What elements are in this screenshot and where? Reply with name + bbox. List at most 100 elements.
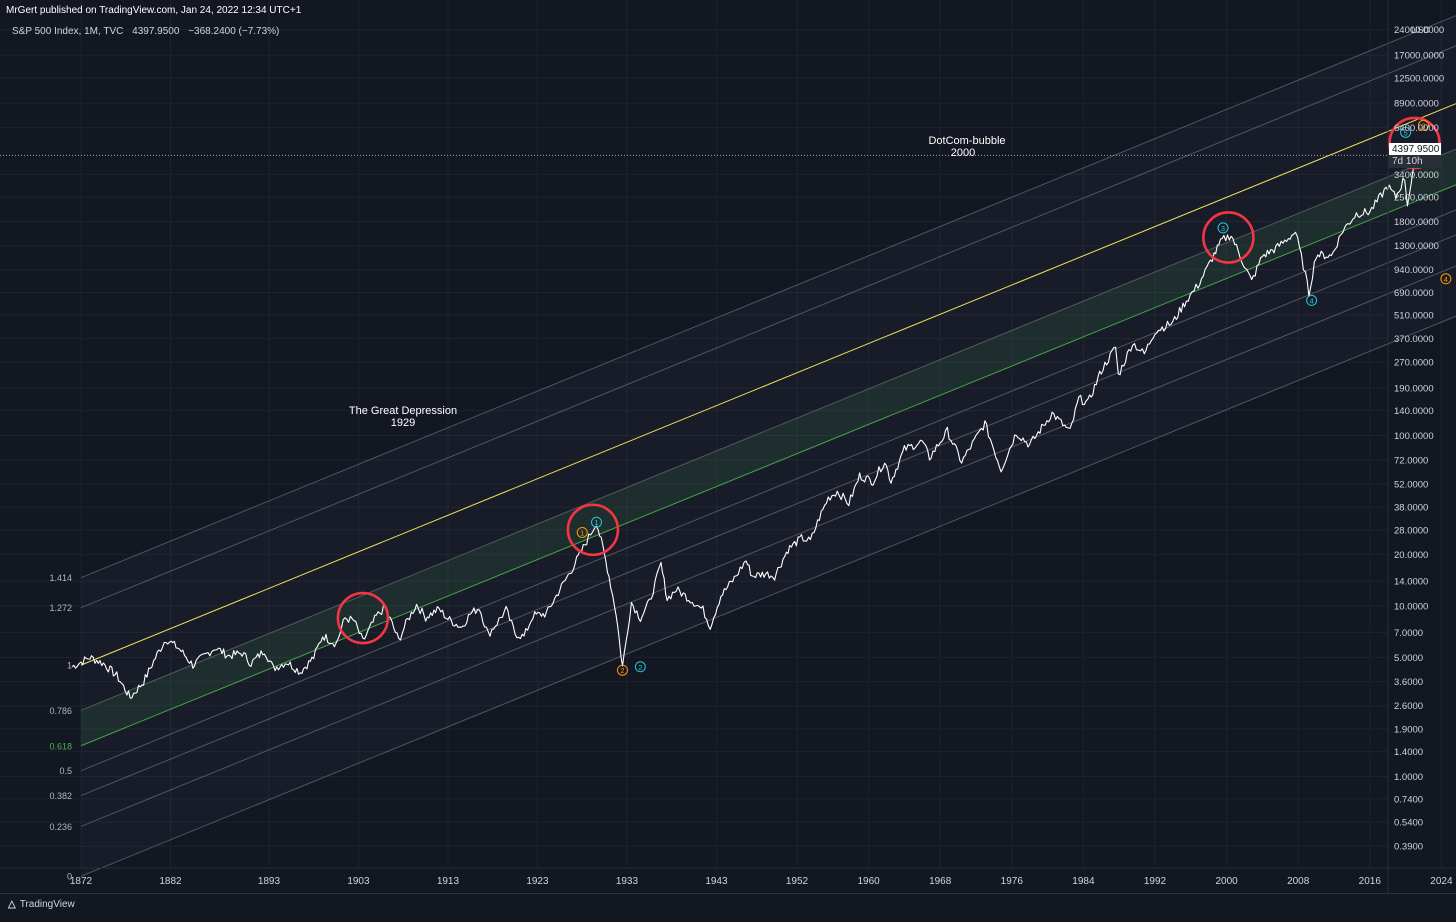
- wave-label-text: 3: [1421, 121, 1425, 130]
- wave-label-circle: [1418, 119, 1429, 131]
- y-tick-label: 38.0000: [1394, 503, 1428, 514]
- wave-label-text: 5: [1404, 128, 1408, 137]
- y-tick-label: 3.6000: [1394, 677, 1423, 688]
- y-tick-label: 20.0000: [1394, 550, 1428, 561]
- wave-label-text: 3: [1221, 224, 1225, 233]
- y-tick-label: 3400.0000: [1394, 170, 1439, 181]
- wave-label-circle: [634, 661, 646, 673]
- bar-countdown-tag: 7d 10h: [1389, 155, 1441, 168]
- annotation-year: 2000: [951, 147, 975, 159]
- y-tick-label: 140.0000: [1394, 406, 1434, 417]
- x-tick-label: 1968: [929, 876, 952, 887]
- y-tick-label: 12500.0000: [1394, 73, 1444, 84]
- x-tick-label: 1943: [705, 876, 728, 887]
- y-tick-label: 24000.0000: [1394, 25, 1444, 36]
- fib-level-label: 1: [67, 661, 72, 671]
- y-tick-label: 14.0000: [1394, 577, 1428, 588]
- fib-level-line: [80, 45, 1456, 609]
- x-tick-label: 1882: [159, 876, 182, 887]
- wave-label-circle: [576, 526, 588, 538]
- y-tick-label: 1300.0000: [1394, 241, 1439, 252]
- tradingview-logo[interactable]: △ TradingView: [8, 899, 75, 910]
- fib-channel-fill: [81, 15, 1456, 877]
- symbol-name: S&P 500 Index, 1M, TVC: [12, 26, 124, 37]
- price-series-line: [71, 151, 1425, 699]
- y-tick-label: 1.0000: [1394, 772, 1423, 783]
- fib-level-label: 0.786: [49, 706, 72, 716]
- fib-level-label: 0.618: [49, 741, 72, 751]
- x-tick-label: 1992: [1144, 876, 1167, 887]
- y-tick-label: 690.0000: [1394, 288, 1434, 299]
- y-tick-label: 270.0000: [1394, 357, 1434, 368]
- wave-label-circle: [616, 664, 628, 676]
- y-tick-label: 1800.0000: [1394, 217, 1439, 228]
- fib-level-label: 1.272: [49, 603, 72, 613]
- x-tick-label: 1872: [70, 876, 93, 887]
- wave-label-text: 1: [580, 528, 584, 537]
- y-tick-label: 0.5400: [1394, 818, 1423, 829]
- fib-level-line: [80, 234, 1456, 797]
- fib-level-line: [80, 15, 1456, 579]
- price-change: −368.2400 (−7.73%): [188, 26, 280, 37]
- annotation-year: 1929: [391, 417, 415, 429]
- y-tick-label: 100.0000: [1394, 431, 1434, 442]
- highlight-circle: [336, 591, 390, 645]
- x-tick-label: 1893: [258, 876, 281, 887]
- fib-level-line: [80, 184, 1456, 747]
- y-tick-label: 370.0000: [1394, 334, 1434, 345]
- fib-level-line: [80, 265, 1456, 827]
- y-tick-label: 1.4000: [1394, 747, 1423, 758]
- wave-label-text: 4: [1310, 296, 1314, 305]
- y-tick-label: 28.0000: [1394, 525, 1428, 536]
- fib-level-label: 1.414: [49, 573, 72, 583]
- wave-label-circle: [591, 516, 603, 528]
- fib-level-line: [80, 103, 1456, 666]
- fib-level-line: [80, 315, 1456, 877]
- last-price-tag: 4397.9500: [1389, 143, 1441, 156]
- y-tick-label: 72.0000: [1394, 455, 1428, 466]
- x-tick-label: 1913: [437, 876, 460, 887]
- x-tick-label: 1976: [1001, 876, 1024, 887]
- x-tick-label: 1923: [526, 876, 549, 887]
- footer-bar: △ TradingView: [0, 893, 1456, 918]
- last-price: 4397.9500: [132, 26, 180, 37]
- y-tick-label: 8900.0000: [1394, 99, 1439, 110]
- x-tick-label: 1903: [347, 876, 370, 887]
- currency-label: USD: [1411, 25, 1431, 35]
- symbol-header: S&P 500 Index, 1M, TVC 4397.9500 −368.24…: [12, 26, 285, 37]
- y-tick-label: 2.6000: [1394, 701, 1423, 712]
- y-tick-label: 17000.0000: [1394, 51, 1444, 62]
- published-header: MrGert published on TradingView.com, Jan…: [6, 5, 302, 16]
- y-tick-label: 2500.0000: [1394, 193, 1439, 204]
- y-tick-label: 10.0000: [1394, 602, 1428, 613]
- wave-label-circle: [1440, 273, 1452, 285]
- fib-level-label: 0: [67, 872, 72, 882]
- y-tick-label: 7.0000: [1394, 628, 1423, 639]
- y-tick-label: 0.7400: [1394, 794, 1423, 805]
- highlight-circle: [1202, 211, 1255, 264]
- x-tick-label: 2024: [1430, 876, 1453, 887]
- x-tick-label: 1984: [1072, 876, 1095, 887]
- fib-level-label: 0.236: [49, 822, 72, 832]
- x-tick-label: 2008: [1287, 876, 1310, 887]
- wave-label-text: 1: [594, 518, 598, 527]
- wave-label-circle: [1400, 126, 1412, 138]
- highlight-circle: [566, 503, 620, 557]
- x-tick-label: 1960: [857, 876, 880, 887]
- y-tick-label: 940.0000: [1394, 265, 1434, 276]
- y-tick-label: 52.0000: [1394, 479, 1428, 490]
- x-tick-label: 1933: [616, 876, 639, 887]
- wave-label-circle: [1217, 222, 1229, 234]
- y-tick-label: 510.0000: [1394, 310, 1434, 321]
- wave-label-text: 4: [1444, 275, 1448, 284]
- fib-level-line: [80, 148, 1456, 711]
- wave-label-circle: [1306, 294, 1318, 306]
- y-tick-label: 190.0000: [1394, 383, 1434, 394]
- y-tick-label: 5.0000: [1394, 653, 1423, 664]
- fib-level-label: 0.5: [59, 766, 72, 776]
- y-tick-label: 1.9000: [1394, 724, 1423, 735]
- fib-level-line: [80, 209, 1456, 772]
- y-tick-label: 0.3900: [1394, 842, 1423, 853]
